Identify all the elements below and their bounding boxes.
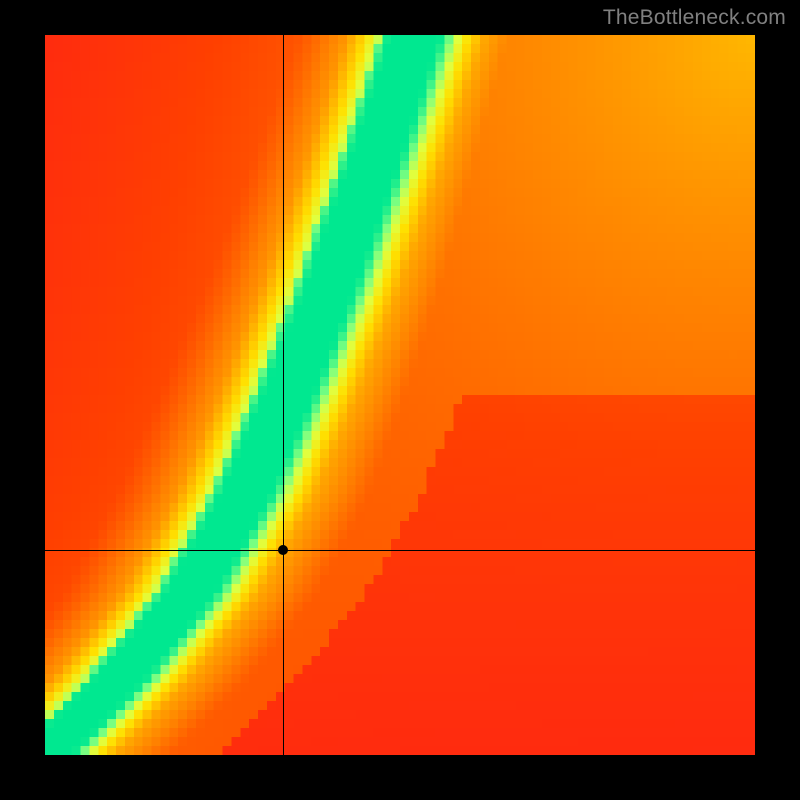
crosshair-horizontal	[45, 550, 755, 551]
watermark-text: TheBottleneck.com	[603, 6, 786, 30]
heatmap-plot	[45, 35, 755, 755]
crosshair-vertical	[283, 35, 284, 755]
heatmap-canvas	[45, 35, 755, 755]
crosshair-marker	[278, 545, 288, 555]
